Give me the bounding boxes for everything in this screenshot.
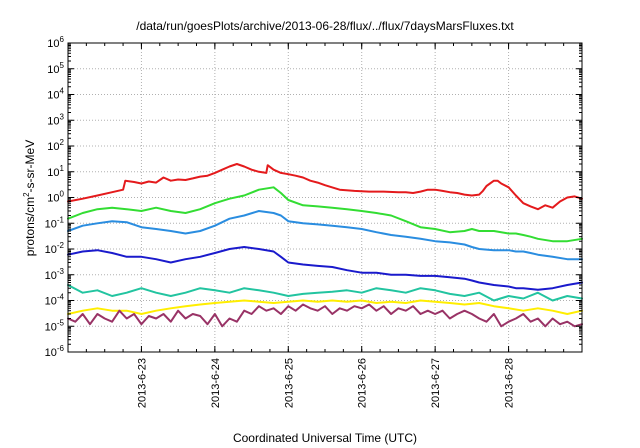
y-tick-label: 10-4 xyxy=(45,293,65,308)
x-tick-label: 2013-6-23 xyxy=(136,358,148,408)
y-tick-label-base: 10 xyxy=(45,218,57,230)
y-tick-labels: 10-610-510-410-310-210-11001011021031041… xyxy=(45,35,65,359)
y-tick-label-base: 10 xyxy=(47,167,59,179)
x-tick-label: 2013-6-28 xyxy=(504,358,516,408)
series-line-2 xyxy=(67,186,583,243)
y-tick-label: 106 xyxy=(47,35,64,50)
y-axis-label-sup: 2 xyxy=(22,192,31,197)
series-line-4 xyxy=(67,246,583,291)
y-tick-label-exp: -3 xyxy=(57,267,65,276)
x-tick-label: 2013-6-27 xyxy=(430,358,442,408)
y-tick-label-base: 10 xyxy=(45,244,57,256)
y-tick-label: 10-2 xyxy=(45,241,65,256)
x-tick-labels: 2013-6-23 2013-6-24 2013-6-25 2013-6-26 2013… xyxy=(136,358,515,408)
chart-title: /data/run/goesPlots/archive/2013-06-28/f… xyxy=(136,19,514,33)
y-tick-label-exp: 5 xyxy=(60,61,65,70)
series-line-3 xyxy=(67,210,583,261)
y-tick-label: 10-5 xyxy=(45,318,65,333)
y-tick-label-exp: -6 xyxy=(57,344,65,353)
y-tick-label: 102 xyxy=(47,138,64,153)
y-tick-label-exp: 3 xyxy=(60,112,65,121)
grid xyxy=(68,43,582,352)
x-axis-label: Coordinated Universal Time (UTC) xyxy=(233,431,417,445)
y-tick-label-exp: 1 xyxy=(60,164,65,173)
y-axis-label: protons/cm2-s-sr-MeV xyxy=(22,140,37,256)
y-tick-label-exp: -1 xyxy=(57,215,65,224)
y-tick-label-exp: 4 xyxy=(60,87,65,96)
series-line-5 xyxy=(67,284,583,302)
x-tick-label: 2013-6-24 xyxy=(210,358,222,408)
y-tick-label: 105 xyxy=(47,61,64,76)
y-tick-label: 101 xyxy=(47,164,64,179)
y-tick-label-base: 10 xyxy=(47,193,59,205)
y-tick-label-base: 10 xyxy=(45,321,57,333)
y-tick-label-exp: -2 xyxy=(57,241,65,250)
y-tick-label-base: 10 xyxy=(47,141,59,153)
y-tick-label-exp: 2 xyxy=(60,138,65,147)
y-axis-label-rest: -s-sr-MeV xyxy=(23,140,37,193)
series-line-6 xyxy=(67,299,583,315)
y-tick-label-base: 10 xyxy=(45,296,57,308)
series-line-1 xyxy=(67,163,583,211)
y-tick-label-exp: 0 xyxy=(60,190,65,199)
series-group xyxy=(67,163,583,328)
y-tick-label: 10-6 xyxy=(45,344,65,359)
y-tick-label-base: 10 xyxy=(47,64,59,76)
y-tick-label: 10-1 xyxy=(45,215,65,230)
axis-ticks xyxy=(67,42,583,353)
y-tick-label-exp: -4 xyxy=(57,293,65,302)
y-tick-label-base: 10 xyxy=(47,115,59,127)
y-tick-label-base: 10 xyxy=(45,270,57,282)
y-tick-label-base: 10 xyxy=(45,347,57,359)
y-tick-label-exp: -5 xyxy=(57,318,65,327)
x-tick-label: 2013-6-26 xyxy=(357,358,369,408)
y-tick-label-base: 10 xyxy=(47,38,59,50)
y-axis-label-base: protons/cm xyxy=(23,197,37,256)
y-tick-label: 103 xyxy=(47,112,64,127)
series-line-7 xyxy=(67,303,583,328)
y-tick-label: 104 xyxy=(47,87,64,102)
y-tick-label: 10-3 xyxy=(45,267,65,282)
x-tick-label: 2013-6-25 xyxy=(283,358,295,408)
y-tick-label-exp: 6 xyxy=(60,35,65,44)
y-tick-label-base: 10 xyxy=(47,90,59,102)
y-tick-label: 100 xyxy=(47,190,64,205)
